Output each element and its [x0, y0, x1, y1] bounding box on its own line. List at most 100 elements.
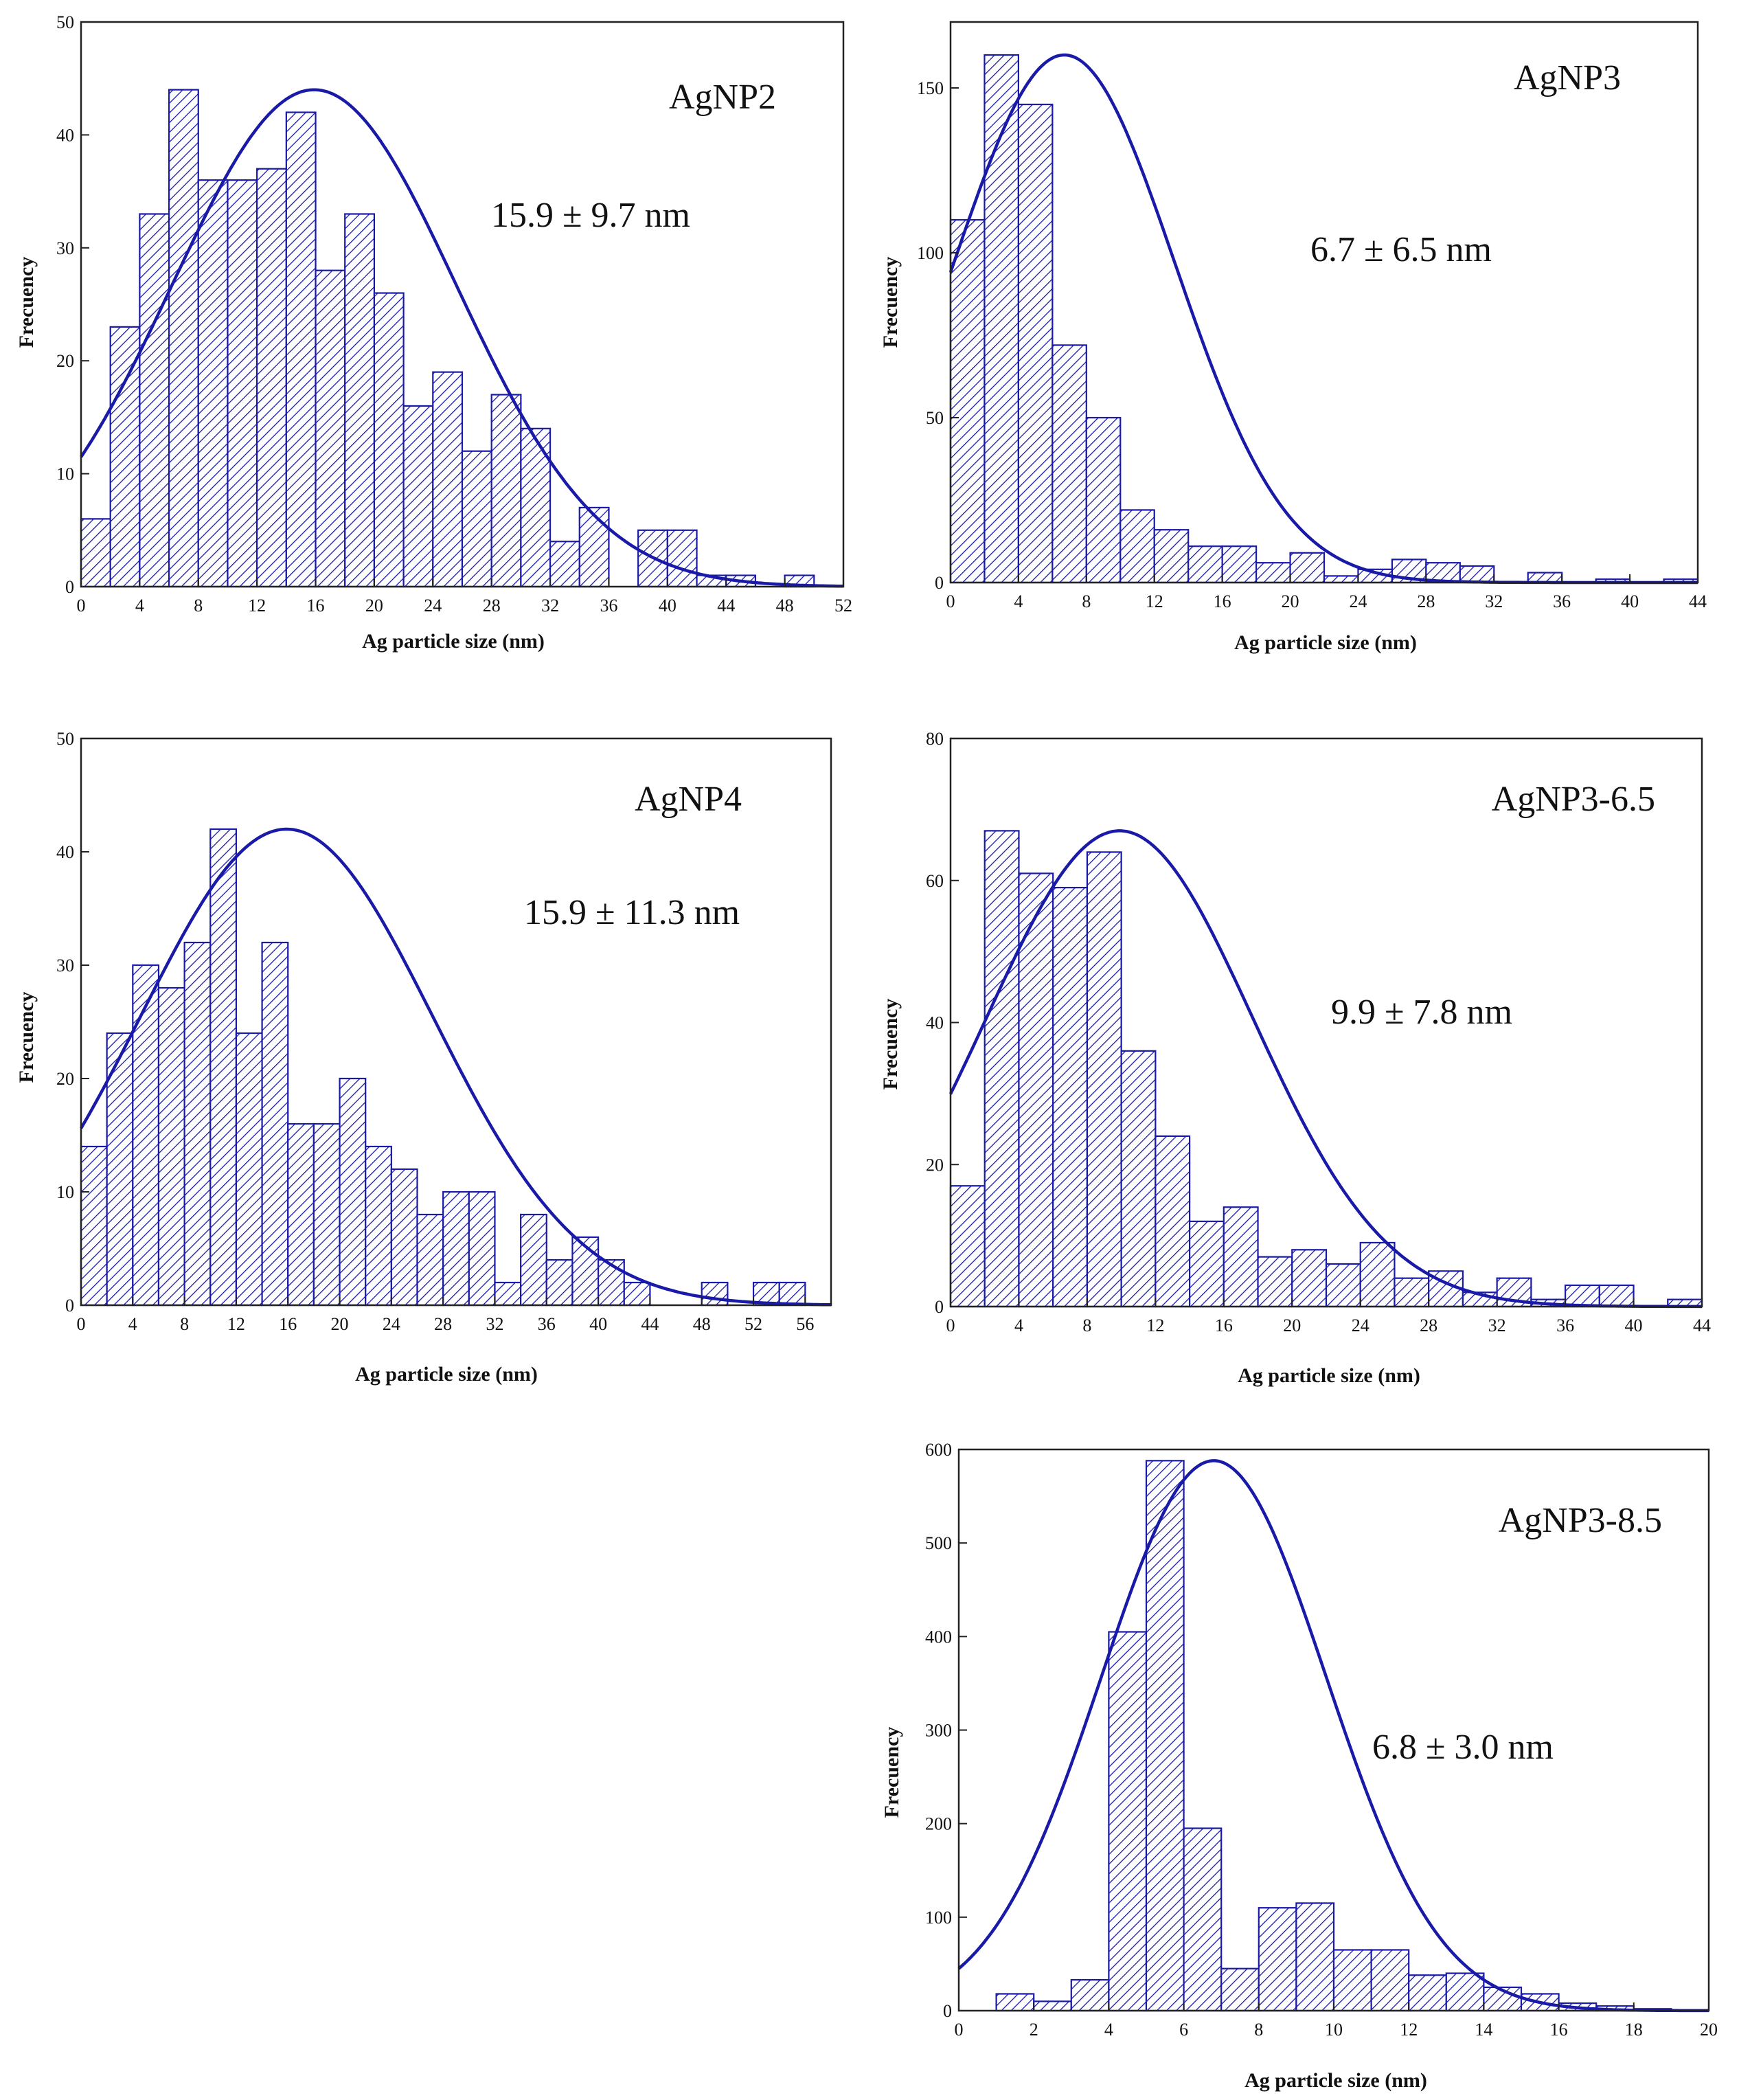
agnp4-stat-label: 15.9 ± 11.3 nm	[524, 893, 740, 932]
agnp4-x-tick-label: 20	[331, 1314, 349, 1334]
agnp2-y-tick-label: 20	[56, 351, 74, 371]
agnp4-bar	[209, 828, 238, 1307]
agnp2-x-tick-label: 16	[307, 596, 325, 616]
agnp4-x-axis-label: Ag particle size (nm)	[355, 1363, 538, 1386]
agnp4-bar	[752, 1281, 780, 1307]
agnp3-6-5-bar	[1188, 1220, 1225, 1308]
agnp4-x-tick-label: 4	[128, 1314, 137, 1334]
agnp3-6-5-bar	[1120, 1050, 1157, 1308]
agnp3-6-5-bar	[1257, 1256, 1293, 1308]
agnp2-bar	[549, 541, 580, 588]
agnp2-x-tick-label: 44	[717, 596, 735, 616]
agnp4-x-tick-label: 0	[77, 1314, 86, 1334]
agnp3-6-5-x-tick-label: 40	[1625, 1316, 1643, 1335]
agnp3-x-tick-label: 24	[1349, 591, 1367, 611]
agnp3-bar	[1255, 562, 1291, 584]
agnp2-bar	[373, 292, 405, 588]
agnp2-x-axis-label: Ag particle size (nm)	[362, 630, 545, 653]
agnp3-8-5-bar	[1445, 1972, 1485, 2012]
agnp4-x-tick-label: 48	[693, 1314, 711, 1334]
agnp4-fit-curve	[80, 827, 831, 1307]
agnp3-x-tick-label: 8	[1082, 591, 1091, 611]
agnp3-bar	[1221, 545, 1258, 584]
agnp3-6-5-x-axis-label: Ag particle size (nm)	[1238, 1364, 1420, 1387]
panel-agnp3-6-5: 0 4 8 12 16 20 24 28 32 36 40 44 0 20 40 60 80 AgNP3-6.5…	[879, 729, 1711, 1387]
agnp3-6-5-y-tick-label: 60	[926, 871, 944, 891]
agnp3-x-axis-label: Ag particle size (nm)	[1234, 631, 1417, 654]
agnp3-bar	[984, 54, 1020, 584]
agnp4-bar	[571, 1236, 600, 1307]
agnp3-6-5-x-tick-label: 16	[1215, 1316, 1233, 1335]
agnp3-8-5-y-tick-label: 500	[925, 1533, 952, 1553]
agnp4-bar	[183, 941, 212, 1307]
agnp2-sample-label: AgNP2	[669, 78, 776, 117]
agnp2-x-tick-label: 0	[77, 596, 86, 616]
agnp4-bar	[442, 1190, 470, 1307]
agnp3-8-5-y-axis-label: Frecuency	[880, 1727, 903, 1818]
agnp3-6-5-bar	[949, 1185, 986, 1308]
agnp4-bar	[261, 941, 289, 1307]
agnp3-8-5-y-tick-label: 300	[925, 1721, 952, 1741]
agnp4-x-tick-label: 28	[434, 1314, 452, 1334]
agnp2-bar	[578, 506, 610, 588]
agnp3-y-tick-label: 0	[935, 573, 944, 593]
agnp3-6-5-bar	[1155, 1135, 1191, 1308]
agnp4-y-axis-label: Frecuency	[15, 992, 38, 1083]
agnp3-6-5-bar	[1598, 1284, 1635, 1308]
agnp2-bar	[461, 450, 492, 588]
agnp2-bar	[315, 269, 346, 588]
agnp2-bar	[197, 179, 229, 588]
agnp3-8-5-x-tick-label: 8	[1254, 2020, 1263, 2040]
agnp2-x-tick-label: 32	[541, 596, 559, 616]
agnp3-y-axis-label: Frecuency	[879, 257, 902, 348]
agnp3-8-5-y-tick-label: 400	[925, 1627, 952, 1647]
agnp2-y-tick-label: 30	[56, 238, 74, 258]
agnp3-8-5-x-tick-label: 2	[1030, 2020, 1038, 2040]
agnp3-8-5-x-tick-label: 0	[955, 2020, 964, 2040]
agnp3-8-5-bar	[1370, 1949, 1410, 2012]
agnp3-6-5-bar	[1394, 1277, 1430, 1308]
agnp4-plot-frame	[80, 737, 832, 1307]
agnp3-x-tick-label: 12	[1146, 591, 1163, 611]
agnp2-bar	[344, 213, 376, 588]
agnp2-x-tick-label: 48	[776, 596, 794, 616]
agnp4-x-tick-label: 12	[227, 1314, 245, 1334]
agnp3-6-5-bar	[1086, 851, 1122, 1308]
agnp3-x-tick-label: 4	[1014, 591, 1023, 611]
agnp3-8-5-x-tick-label: 6	[1179, 2020, 1188, 2040]
agnp3-8-5-x-tick-label: 14	[1475, 2020, 1492, 2040]
agnp3-8-5-bar	[1033, 2000, 1072, 2012]
agnp3-bar	[1187, 545, 1223, 584]
agnp3-6-5-bar	[1223, 1206, 1259, 1308]
agnp3-plot-area: 0 4 8 12 16 20 24 28 32 36 40 44 0 50 100 150	[917, 21, 1707, 611]
agnp3-8-5-x-tick-label: 12	[1400, 2020, 1418, 2040]
agnp4-y-tick-label: 0	[65, 1296, 74, 1316]
agnp2-x-tick-label: 4	[135, 596, 144, 616]
agnp4-y-tick-label: 20	[56, 1069, 74, 1089]
agnp3-6-5-x-tick-label: 12	[1146, 1316, 1164, 1335]
agnp2-bar	[80, 518, 111, 588]
agnp2-bar	[490, 394, 522, 588]
agnp4-bar	[312, 1122, 341, 1307]
agnp3-8-5-bar	[1108, 1631, 1148, 2012]
agnp3-x-tick-label: 0	[946, 591, 955, 611]
agnp4-y-tick-label: 10	[56, 1182, 74, 1202]
agnp3-6-5-x-tick-label: 8	[1082, 1316, 1091, 1335]
agnp3-6-5-y-tick-label: 0	[935, 1297, 944, 1317]
agnp4-x-tick-label: 16	[279, 1314, 297, 1334]
agnp2-y-tick-label: 10	[56, 464, 74, 484]
agnp2-bar	[168, 89, 199, 588]
agnp4-bar	[623, 1281, 651, 1307]
agnp3-bar	[1085, 416, 1122, 584]
agnp3-6-5-x-tick-label: 20	[1283, 1316, 1301, 1335]
agnp3-8-5-bar	[1295, 1902, 1335, 2012]
agnp2-bar	[109, 326, 141, 588]
agnp4-x-tick-label: 8	[180, 1314, 189, 1334]
agnp3-y-tick-label: 150	[917, 78, 944, 98]
agnp2-y-tick-label: 50	[56, 12, 74, 32]
agnp3-6-5-fit-curve	[948, 829, 1703, 1309]
